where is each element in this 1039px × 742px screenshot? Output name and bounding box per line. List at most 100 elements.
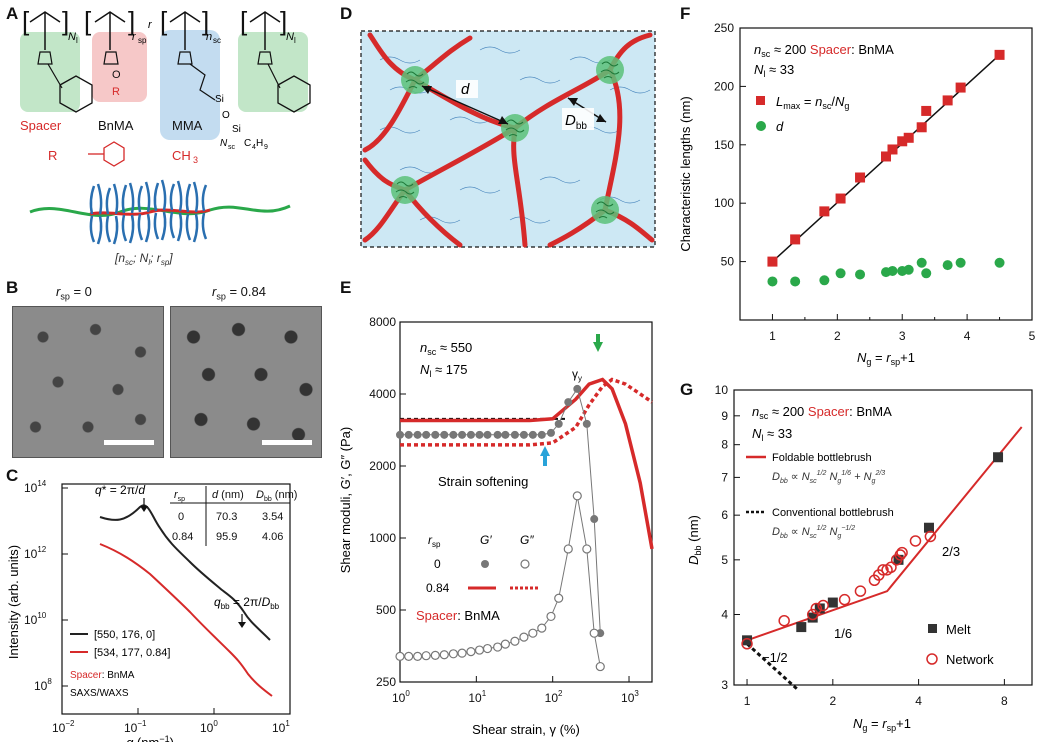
- f-xlabel: Ng = rsp+1: [857, 350, 915, 367]
- f-ylabel: Characteristic lengths (nm): [678, 96, 693, 251]
- e-point-gp-0: [466, 430, 475, 439]
- svg-text:Si: Si: [232, 124, 241, 135]
- e-point-gpp-0: [430, 650, 440, 660]
- f-legend-square: [756, 96, 765, 105]
- svg-text:3.54: 3.54: [262, 511, 283, 523]
- e-point-gpp-0: [563, 544, 573, 554]
- svg-text:N: N: [220, 138, 228, 149]
- e-legend-rsp: rsp: [428, 533, 441, 549]
- e-point-gp-0: [582, 419, 591, 428]
- f-point-lmax: [767, 256, 778, 267]
- e-point-gpp-0: [528, 628, 538, 638]
- g-ytick: 8: [721, 438, 728, 452]
- g-point-network: [877, 564, 889, 576]
- g-point-network: [894, 549, 907, 561]
- e-point-gpp-0: [546, 611, 556, 622]
- g-xtick: 2: [829, 694, 836, 708]
- e-point-gpp-0: [510, 636, 520, 646]
- g-foldable: Foldable bottlebrush: [772, 452, 872, 464]
- f-xtick: 4: [964, 329, 971, 343]
- c-ytick-10: 1010: [24, 611, 47, 627]
- e-point-gpp-0: [448, 649, 458, 659]
- svg-text:]: ]: [202, 6, 209, 36]
- g-point-melt: [807, 612, 818, 623]
- svg-text:Dbb (nm): Dbb (nm): [256, 489, 297, 503]
- g-point-melt: [742, 635, 753, 646]
- f-point-lmax: [790, 234, 801, 245]
- f-point-lmax: [994, 49, 1005, 60]
- g-point-network: [810, 602, 823, 615]
- e-point-gp-0: [413, 430, 422, 439]
- svg-text:CH: CH: [172, 148, 191, 163]
- panel-e-rheology-chart: 8000 4000 2000 1000 500 250 100 101 102 103 Shea…: [338, 315, 654, 737]
- e-point-gp-0: [554, 419, 563, 428]
- f-point-d: [819, 275, 830, 286]
- panel-d-label: D: [340, 4, 353, 23]
- e-point-gp-0: [483, 430, 492, 439]
- f-ytick: 250: [714, 21, 734, 35]
- scale-bar-left: [104, 440, 154, 445]
- f-legend-lmax: Lmax = nsc/Ng: [776, 94, 849, 111]
- e-xtick: 102: [545, 689, 563, 705]
- c-table: rsp d (nm) Dbb (nm) 0 70.3 3.54 0.84 95.9 4.…: [172, 489, 297, 543]
- svg-text:rsp: rsp: [174, 489, 185, 503]
- svg-text:[: [: [22, 6, 30, 36]
- g-slope-16: 1/6: [834, 626, 852, 641]
- svg-text:N: N: [68, 31, 76, 43]
- f-point-d: [916, 257, 927, 268]
- e-blue-arrow: [540, 446, 550, 456]
- e-point-gpp-0: [493, 642, 503, 652]
- e-point-gp-0: [458, 430, 467, 439]
- svg-text:O: O: [222, 110, 230, 121]
- svg-text:MMA: MMA: [172, 118, 203, 133]
- svg-text:10−1: 10−1: [124, 719, 147, 735]
- f-point-lmax: [942, 95, 953, 106]
- svg-text:3: 3: [193, 155, 198, 165]
- g-xtick: 8: [1001, 694, 1008, 708]
- f-ytick: 100: [714, 196, 734, 210]
- f-point-d: [855, 269, 866, 280]
- e-point-gpp-0: [500, 639, 510, 649]
- f-point-lmax: [897, 136, 908, 147]
- e-point-gpp-0: [466, 646, 476, 657]
- e-legend-gpp: G″: [520, 533, 534, 547]
- svg-text:n: n: [206, 31, 212, 43]
- e-point-gp-0: [422, 430, 431, 439]
- c-technique: SAXS/WAXS: [70, 688, 129, 699]
- f-ytick: 150: [714, 138, 734, 152]
- svg-text:N: N: [286, 31, 294, 43]
- g-ytick: 4: [721, 608, 728, 622]
- c-ytick-12: 1012: [24, 545, 47, 561]
- c-legend-black: [550, 176, 0]: [94, 629, 155, 641]
- svg-text:H: H: [256, 138, 263, 149]
- e-point-gp-0: [475, 430, 484, 439]
- svg-text:r: r: [132, 31, 137, 43]
- svg-text:95.9: 95.9: [216, 531, 237, 543]
- e-ytick: 250: [376, 675, 396, 689]
- g-legend-melt: Melt: [946, 622, 971, 637]
- svg-text:4.06: 4.06: [262, 531, 283, 543]
- f-nl: Nl ≈ 33: [754, 62, 794, 79]
- f-point-d: [942, 260, 953, 271]
- panel-a-label: A: [6, 4, 19, 23]
- f-point-lmax: [835, 193, 846, 204]
- c-ylabel: Intensity (arb. units): [6, 545, 21, 659]
- g-point-network: [778, 614, 790, 627]
- e-xtick: 100: [392, 689, 410, 705]
- g-point-network: [838, 593, 851, 606]
- svg-text:l: l: [294, 36, 296, 45]
- f-point-lmax: [955, 82, 966, 93]
- f-legend-d: d: [776, 119, 784, 134]
- e-point-gpp-0: [439, 650, 449, 660]
- g-nsc: nsc ≈ 200 Spacer: BnMA: [752, 404, 892, 421]
- e-point-gp-0: [510, 430, 519, 439]
- c-xlabel: q (nm−1): [126, 734, 174, 742]
- e-spacer: Spacer: BnMA: [416, 608, 500, 623]
- c-spacer: Spacer: BnMA: [70, 670, 135, 681]
- g-slope-23: 2/3: [942, 544, 960, 559]
- g-ytick: 10: [715, 383, 729, 397]
- e-point-gp-0: [519, 430, 528, 439]
- e-nsc: nsc ≈ 550: [420, 340, 472, 357]
- e-point-gpp-0: [482, 643, 493, 654]
